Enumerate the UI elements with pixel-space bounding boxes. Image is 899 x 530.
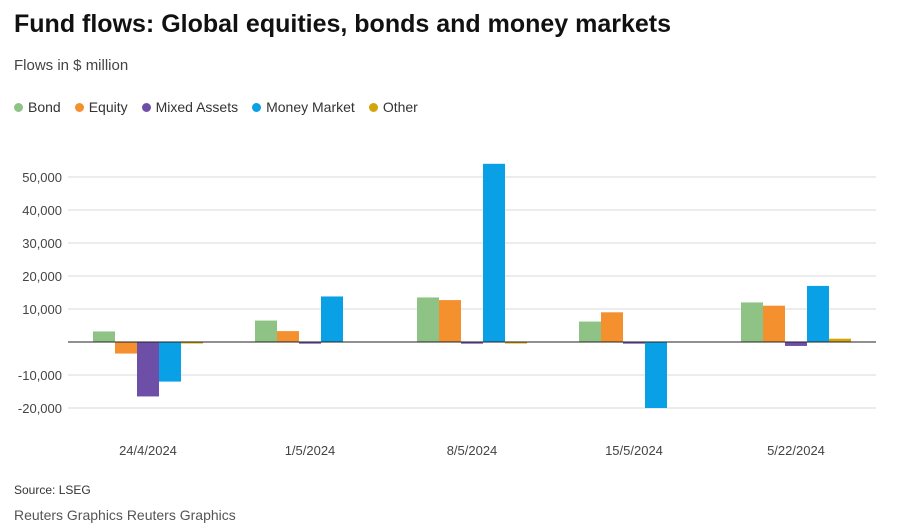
credit-line: Reuters Graphics Reuters Graphics bbox=[14, 507, 236, 523]
bar bbox=[601, 312, 623, 342]
bar bbox=[277, 331, 299, 342]
chart-subtitle: Flows in $ million bbox=[14, 57, 129, 74]
legend-item-mixed-assets: Mixed Assets bbox=[141, 99, 239, 115]
y-tick-label: 20,000 bbox=[22, 269, 62, 284]
chart-title: Fund flows: Global equities, bonds and m… bbox=[14, 10, 672, 38]
x-tick-label: 15/5/2024 bbox=[605, 443, 663, 458]
legend-dot-other bbox=[368, 102, 378, 112]
bar bbox=[321, 296, 343, 342]
bar bbox=[115, 342, 137, 354]
legend-dot-mixed-assets bbox=[141, 102, 151, 112]
legend-label-other: Other bbox=[382, 99, 418, 115]
bar bbox=[623, 342, 645, 344]
y-tick-label: 30,000 bbox=[22, 236, 62, 251]
bar bbox=[137, 342, 159, 397]
legend-label-money-market: Money Market bbox=[266, 99, 355, 115]
bar bbox=[645, 342, 667, 408]
x-tick-label: 8/5/2024 bbox=[447, 443, 498, 458]
bar bbox=[483, 163, 505, 342]
bar bbox=[785, 342, 807, 346]
bar bbox=[741, 302, 763, 342]
x-tick-label: 5/22/2024 bbox=[767, 443, 825, 458]
bar bbox=[417, 297, 439, 342]
legend-item-bond: Bond bbox=[14, 99, 61, 115]
bar bbox=[181, 342, 203, 344]
bar bbox=[299, 342, 321, 344]
legend-item-other: Other bbox=[368, 99, 418, 115]
bar bbox=[763, 305, 785, 342]
bar bbox=[439, 300, 461, 342]
y-tick-label: 10,000 bbox=[22, 302, 62, 317]
y-tick-label: -10,000 bbox=[18, 368, 62, 383]
source-note: Source: LSEG bbox=[14, 483, 91, 497]
bar bbox=[93, 331, 115, 342]
y-tick-label: 40,000 bbox=[22, 203, 62, 218]
bar bbox=[807, 285, 829, 342]
legend-item-money-market: Money Market bbox=[252, 99, 355, 115]
bar bbox=[505, 342, 527, 344]
y-tick-label: -20,000 bbox=[18, 401, 62, 416]
bar bbox=[829, 338, 851, 342]
bar bbox=[159, 342, 181, 382]
bar bbox=[255, 320, 277, 342]
legend-label-mixed-assets: Mixed Assets bbox=[155, 99, 239, 115]
x-tick-label: 24/4/2024 bbox=[119, 443, 177, 458]
legend-label-equity: Equity bbox=[88, 99, 128, 115]
legend-dot-equity bbox=[74, 102, 84, 112]
bar bbox=[461, 342, 483, 344]
legend-dot-money-market bbox=[252, 102, 262, 112]
legend: Bond Equity Mixed Assets Money Market Ot… bbox=[14, 99, 418, 115]
bar bbox=[579, 321, 601, 342]
legend-item-equity: Equity bbox=[74, 99, 128, 115]
legend-label-bond: Bond bbox=[28, 99, 61, 115]
y-tick-label: 50,000 bbox=[22, 170, 62, 185]
x-tick-label: 1/5/2024 bbox=[285, 443, 336, 458]
legend-dot-bond bbox=[14, 102, 23, 112]
